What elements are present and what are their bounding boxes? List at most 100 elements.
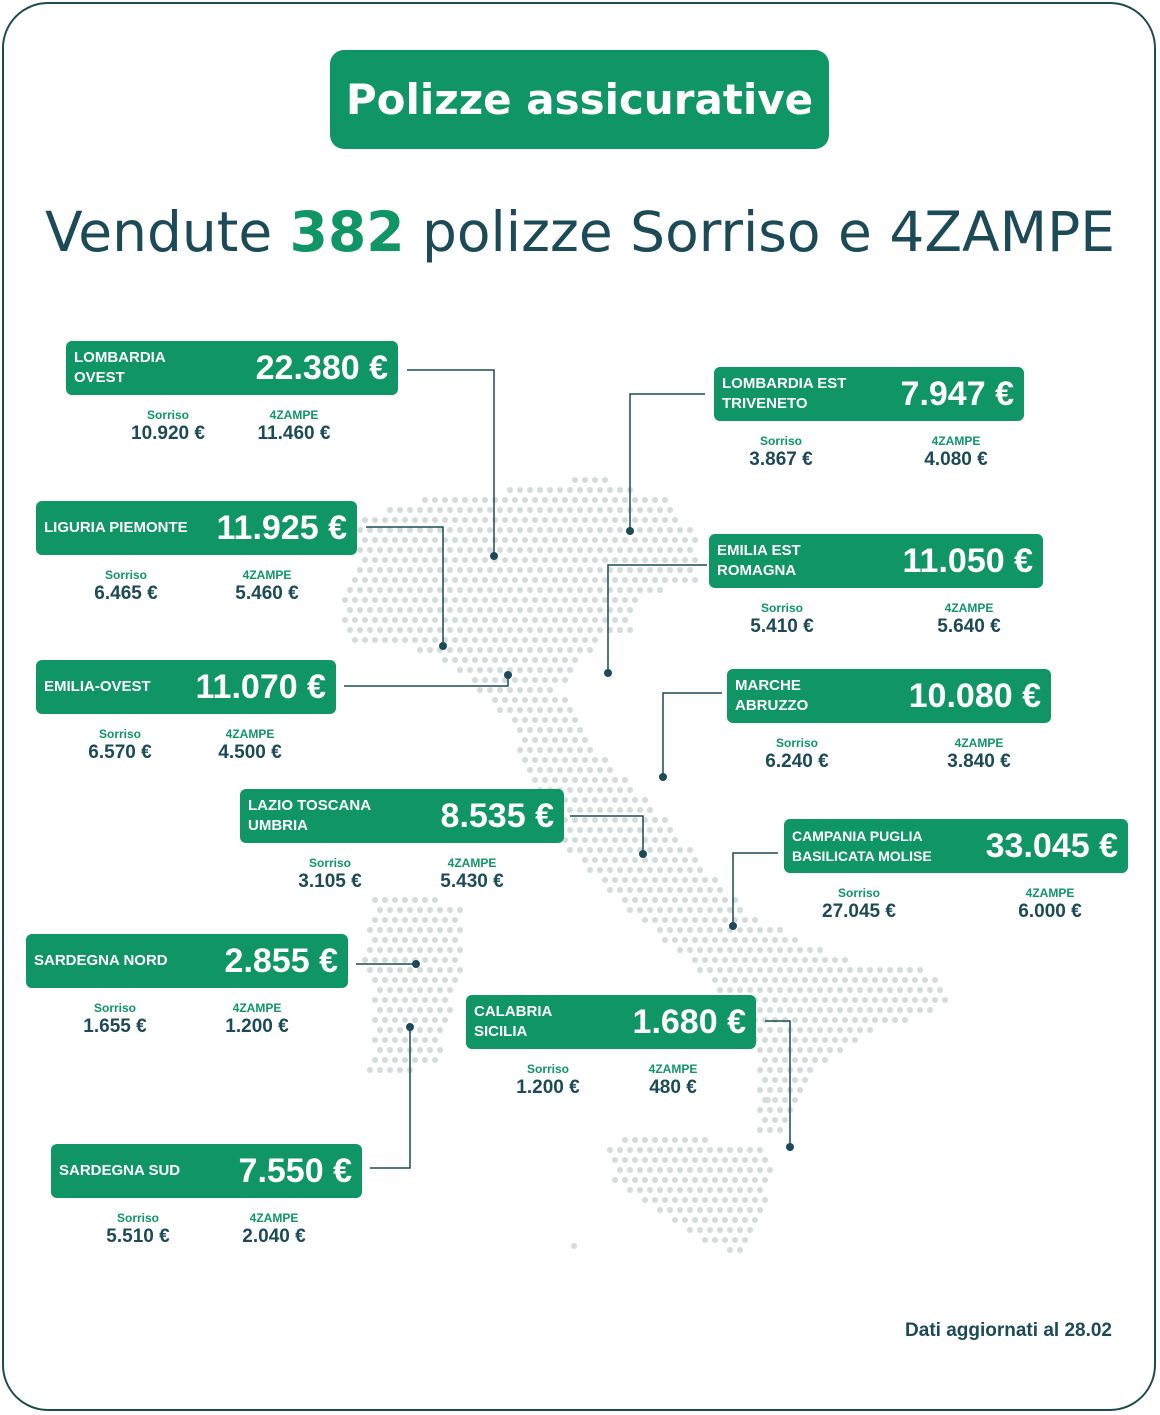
map-dot: [777, 1047, 783, 1053]
map-dot: [662, 577, 668, 583]
map-dot: [657, 927, 663, 933]
map-dot: [472, 617, 478, 623]
map-dot: [462, 497, 468, 503]
map-dot: [502, 597, 508, 603]
map-dot: [547, 627, 553, 633]
map-dot: [522, 657, 528, 663]
map-dot: [762, 1077, 768, 1083]
map-dot: [737, 1187, 743, 1193]
map-dot: [367, 547, 373, 553]
map-dot: [597, 827, 603, 833]
map-dot: [372, 537, 378, 543]
map-dot: [527, 527, 533, 533]
map-dot: [662, 517, 668, 523]
map-dot: [517, 547, 523, 553]
map-dot: [592, 497, 598, 503]
map-dot: [592, 557, 598, 563]
map-dot: [802, 957, 808, 963]
map-dot: [772, 1117, 778, 1123]
map-dot: [897, 987, 903, 993]
map-dot: [412, 557, 418, 563]
map-dot: [567, 707, 573, 713]
map-dot: [792, 1037, 798, 1043]
map-dot: [527, 687, 533, 693]
map-dot: [687, 1227, 693, 1233]
map-dot: [762, 977, 768, 983]
map-dot: [407, 967, 413, 973]
map-dot: [462, 517, 468, 523]
map-dot: [627, 867, 633, 873]
map-dot: [367, 967, 373, 973]
map-dot: [677, 927, 683, 933]
map-dot: [557, 607, 563, 613]
map-dot: [657, 907, 663, 913]
map-dot: [612, 1177, 618, 1183]
map-dot: [547, 707, 553, 713]
map-dot: [397, 907, 403, 913]
map-dot: [622, 1177, 628, 1183]
map-dot: [557, 667, 563, 673]
map-dot: [427, 1027, 433, 1033]
map-dot: [587, 527, 593, 533]
map-dot: [432, 897, 438, 903]
map-dot: [662, 1137, 668, 1143]
map-dot: [387, 567, 393, 573]
map-dot: [402, 597, 408, 603]
map-dot: [657, 1187, 663, 1193]
map-dot: [797, 987, 803, 993]
map-dot: [682, 1197, 688, 1203]
sorriso-value-lombardia-ovest: Sorriso 10.920 €: [131, 408, 205, 444]
map-dot: [587, 607, 593, 613]
map-dot: [392, 937, 398, 943]
map-dot: [667, 547, 673, 553]
map-dot: [582, 757, 588, 763]
map-dot: [792, 1097, 798, 1103]
map-dot: [387, 987, 393, 993]
map-dot: [447, 527, 453, 533]
map-dot: [617, 887, 623, 893]
map-dot: [512, 577, 518, 583]
map-dot: [822, 957, 828, 963]
map-dot: [572, 737, 578, 743]
map-dot: [612, 557, 618, 563]
map-dot: [482, 657, 488, 663]
map-dot: [927, 987, 933, 993]
map-dot: [622, 777, 628, 783]
map-dot: [377, 927, 383, 933]
connector-calabria-sicilia: [765, 1020, 791, 1147]
map-dot: [772, 957, 778, 963]
map-dot: [637, 1167, 643, 1173]
map-dot: [407, 547, 413, 553]
map-dot: [747, 1187, 753, 1193]
map-dot: [647, 587, 653, 593]
map-dot: [667, 567, 673, 573]
map-dot: [562, 497, 568, 503]
map-dot: [677, 867, 683, 873]
map-dot: [672, 1197, 678, 1203]
map-dot: [692, 1177, 698, 1183]
map-dot: [717, 907, 723, 913]
map-dot: [612, 837, 618, 843]
map-dot: [662, 1197, 668, 1203]
map-dot: [672, 1157, 678, 1163]
map-dot: [557, 647, 563, 653]
map-dot: [627, 807, 633, 813]
map-dot: [367, 567, 373, 573]
map-dot: [867, 1007, 873, 1013]
map-dot: [537, 667, 543, 673]
map-dot: [547, 527, 553, 533]
map-dot: [427, 587, 433, 593]
region-box-sardegna-nord: SARDEGNA NORD 2.855 €: [26, 934, 348, 988]
map-dot: [777, 1067, 783, 1073]
map-dot: [537, 587, 543, 593]
map-dot: [752, 957, 758, 963]
zampe-value-emilia-ovest: 4ZAMPE 4.500 €: [218, 727, 282, 763]
map-dot: [792, 957, 798, 963]
map-dot: [607, 1147, 613, 1153]
map-dot: [627, 587, 633, 593]
map-dot: [592, 537, 598, 543]
map-dot: [442, 917, 448, 923]
zampe-value-emilia-est: 4ZAMPE 5.640 €: [937, 601, 1001, 637]
map-dot: [622, 877, 628, 883]
map-dot: [762, 1197, 768, 1203]
